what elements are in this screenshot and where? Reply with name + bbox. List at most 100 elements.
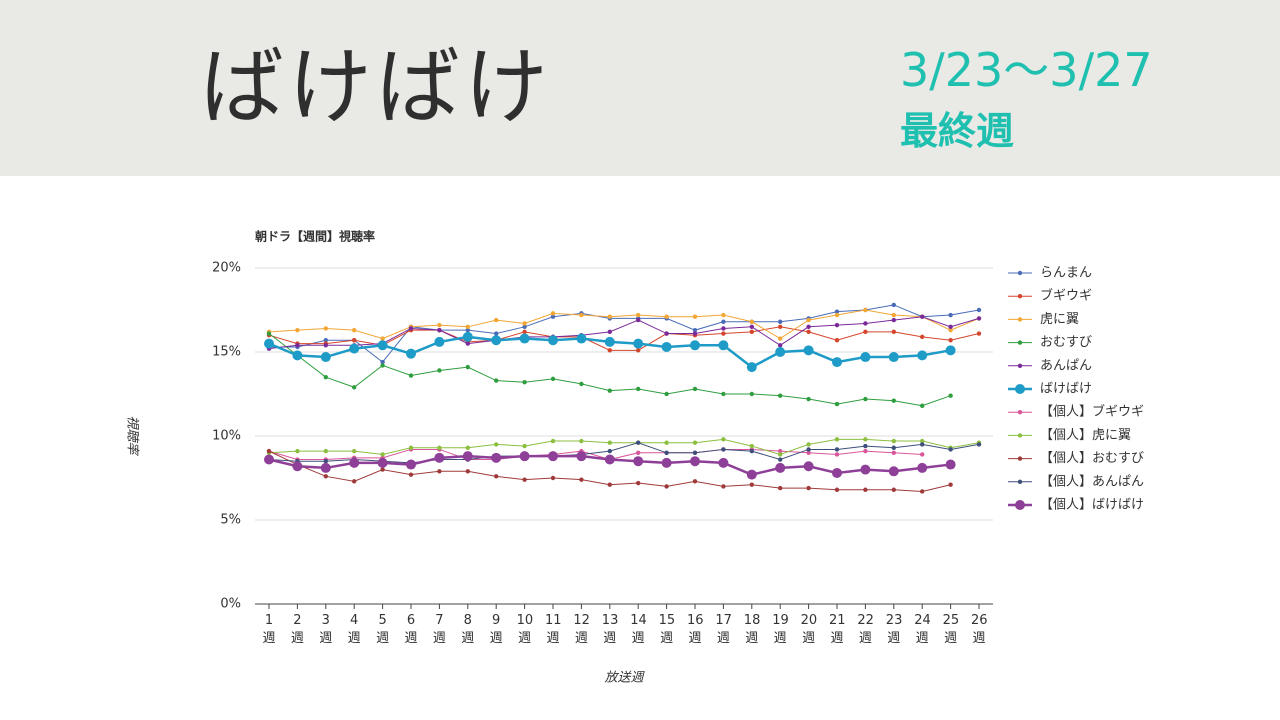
data-point [749,443,754,449]
y-tick-label: 15% [212,345,241,360]
data-point [806,442,811,447]
x-tick-label: 9週 [489,613,503,646]
data-point [579,381,584,387]
data-point [633,456,644,467]
data-point [522,380,527,385]
legend-label: 【個人】おむすび [1040,451,1144,466]
data-point [775,347,786,357]
data-point [834,437,840,442]
data-point [576,451,587,462]
data-point [465,341,470,346]
data-point [721,447,726,452]
data-point [519,333,530,344]
legend-marker [1017,317,1023,322]
data-point [323,326,328,331]
data-point [920,438,925,444]
data-point [806,450,811,455]
data-point [920,334,925,340]
series-line [268,326,980,351]
data-point [266,448,272,454]
legend-marker [1015,384,1025,394]
y-tick-label: 0% [220,597,241,612]
data-point [380,467,385,472]
y-tick-label: 20% [212,261,241,276]
data-point [494,331,499,336]
data-point [579,477,584,482]
data-point [380,363,385,368]
data-point [749,448,754,454]
series-line [268,316,980,350]
data-point [920,452,925,457]
data-point [295,327,300,333]
data-point [664,331,669,336]
x-tick-label: 15週 [658,613,676,646]
data-point [721,326,726,331]
data-point [948,393,953,398]
data-point [690,340,700,351]
data-point [721,319,726,324]
data-point [636,312,641,318]
legend-marker [1017,270,1023,276]
data-point [690,456,700,467]
series-line [268,438,980,456]
legend-label: ばけばけ [1040,382,1092,397]
data-point [522,324,527,329]
data-point [803,345,814,356]
data-point [891,487,896,492]
legend-marker [1017,410,1023,415]
legend-label: らんまん [1040,266,1092,281]
data-point [437,322,442,328]
data-point [434,452,445,463]
data-point [664,440,669,445]
data-point [320,352,331,363]
data-point [806,324,811,329]
data-point [920,489,925,494]
data-point [948,312,953,318]
legend-marker [1017,433,1023,438]
legend-label: あんぱん [1040,358,1092,373]
data-point [746,362,757,373]
data-point [834,322,840,328]
data-point [462,331,473,342]
data-point [863,448,868,454]
data-point [548,451,558,462]
x-tick-label: 13週 [601,613,619,646]
data-point [352,327,357,333]
data-point [661,341,672,352]
data-point [380,359,385,365]
data-point [749,391,754,397]
data-point [264,338,274,349]
data-point [320,462,331,473]
data-point [863,487,868,492]
data-point [550,311,556,316]
x-tick-label: 21週 [829,613,846,646]
header: ばけばけ 3/23～3/27 最終週 [0,0,1280,176]
data-point [661,457,672,468]
data-point [692,327,698,333]
legend-marker [1017,456,1023,461]
y-tick-label: 5% [220,513,241,528]
data-point [607,314,612,319]
data-point [491,452,502,463]
data-point [323,448,328,454]
x-tick-label: 4週 [347,613,361,646]
header-title: ばけばけ [200,38,553,136]
x-tick-label: 11週 [545,613,562,646]
data-point [806,485,811,491]
data-point [491,335,502,346]
x-tick-label: 25週 [942,613,960,646]
data-point [948,338,953,343]
data-point [832,467,842,478]
data-point [380,336,385,341]
data-point [749,319,754,324]
data-point [778,457,783,462]
series-line [269,304,980,363]
data-point [349,343,360,354]
data-point [945,345,956,356]
data-point [778,324,783,329]
data-point [522,477,527,482]
data-point [437,469,442,474]
data-point [948,327,953,333]
data-point [550,475,556,481]
data-point [636,450,641,455]
